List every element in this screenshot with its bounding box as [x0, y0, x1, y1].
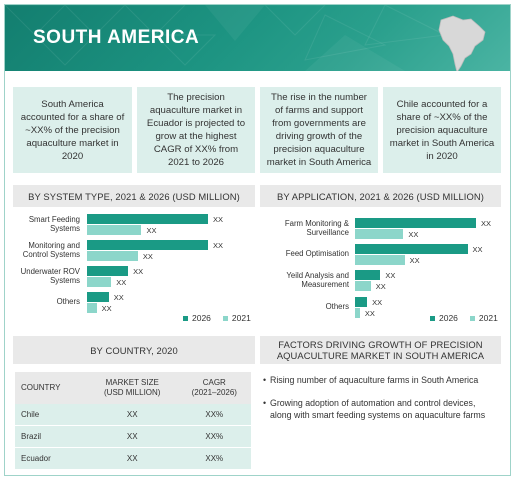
country-name: Ecuador [15, 447, 87, 470]
col-header-market-size-line1: MARKET SIZE [105, 378, 159, 387]
banner-pattern [5, 5, 447, 71]
system-type-chart-title: BY SYSTEM TYPE, 2021 & 2026 (USD MILLION… [13, 185, 255, 207]
bar-2026 [355, 244, 468, 254]
col-header-cagr: CAGR (2021–2026) [177, 372, 251, 404]
country-table: COUNTRY MARKET SIZE (USD MILLION) CAGR (20… [15, 372, 251, 470]
factors-section-title: FACTORS DRIVING GROWTH OF PRECISION AQUAC… [260, 336, 501, 364]
bar-value-label: XX [385, 271, 396, 280]
col-header-country-text: COUNTRY [21, 383, 61, 392]
col-header-market-size-line2: (USD MILLION) [104, 388, 161, 397]
factor-item: • Growing adoption of automation and cont… [263, 397, 498, 421]
bar-value-label: XX [101, 304, 112, 313]
bar-value-label: XX [146, 226, 157, 235]
bar-value-label: XX [213, 215, 224, 224]
bar-2026 [87, 214, 208, 224]
summary-cagr: The precision aquaculture market in Ecua… [137, 87, 255, 173]
bar-2021 [355, 229, 404, 239]
legend-label-2026: 2026 [192, 313, 211, 323]
bar-2021 [87, 303, 97, 313]
category-label: Yeild Analysis and Measurement [286, 271, 349, 289]
bar-value-label: XX [113, 293, 124, 302]
country-name: Brazil [15, 425, 87, 448]
bar-2026 [355, 218, 476, 228]
legend-label-2026: 2026 [439, 313, 458, 323]
bar-2021 [87, 251, 138, 261]
col-header-country: COUNTRY [15, 372, 87, 404]
bar-value-label: XX [142, 252, 153, 261]
bar-value-label: XX [472, 245, 483, 254]
bar-2021 [355, 281, 371, 291]
bar-value-label: XX [116, 278, 127, 287]
legend-swatch-2021 [222, 315, 228, 321]
legend-swatch-2026 [183, 315, 188, 321]
bar-value-label: XX [408, 230, 419, 239]
summary-share: South America accounted for a share of ~… [13, 87, 132, 173]
legend-swatch-2026 [430, 315, 435, 321]
category-label: Others [56, 297, 80, 306]
factor-text: Growing adoption of automation and contr… [270, 398, 486, 420]
market-size-value: XX [86, 404, 178, 426]
category-label: Feed Optimisation [285, 249, 349, 258]
bar-value-label: XX [481, 219, 492, 228]
cagr-value: XX% [177, 425, 251, 448]
market-size-value: XX [86, 425, 178, 448]
bar-2021 [355, 308, 360, 318]
bar-2026 [87, 292, 109, 302]
bar-value-label: XX [375, 282, 386, 291]
bar-value-label: XX [133, 267, 144, 276]
application-legend: 2026 2021 [430, 313, 498, 323]
bullet-icon: • [263, 375, 267, 385]
category-label: Monitoring and Control Systems [22, 241, 80, 259]
country-section-title: BY COUNTRY, 2020 [13, 336, 255, 364]
country-table-header: COUNTRY MARKET SIZE (USD MILLION) CAGR (20… [15, 372, 251, 404]
bar-value-label: XX [409, 256, 420, 265]
bar-2021 [87, 277, 112, 287]
category-label: Farm Monitoring & Surveillance [284, 219, 349, 237]
market-size-value: XX [86, 447, 178, 470]
bar-value-label: XX [213, 241, 224, 250]
bar-2026 [87, 266, 129, 276]
country-name: Chile [15, 404, 87, 426]
application-chart-title: BY APPLICATION, 2021 & 2026 (USD MILLION… [260, 185, 501, 207]
col-header-market-size: MARKET SIZE (USD MILLION) [86, 372, 178, 404]
summary-drivers: The rise in the number of farms and supp… [260, 87, 378, 173]
infographic-frame [4, 4, 511, 476]
factors-title-line1: FACTORS DRIVING GROWTH OF PRECISION [278, 339, 483, 350]
category-label: Underwater ROV Systems [20, 267, 80, 285]
summary-chile: Chile accounted for a share of ~XX% of t… [383, 87, 501, 173]
south-america-map-icon [438, 15, 486, 71]
category-label: Others [325, 302, 349, 311]
bar-value-label: XX [364, 309, 375, 318]
table-row: Chile XX XX% [15, 404, 251, 426]
bar-2026 [355, 297, 368, 307]
title-banner: SOUTH AMERICA [5, 5, 510, 71]
bar-2026 [355, 270, 381, 280]
system-type-legend: 2026 2021 [183, 313, 251, 323]
legend-label-2021: 2021 [478, 313, 498, 323]
legend-swatch-2021 [469, 315, 475, 321]
col-header-cagr-line2: (2021–2026) [191, 388, 237, 397]
category-label: Smart Feeding Systems [28, 215, 80, 233]
factor-text: Rising number of aquaculture farms in So… [270, 375, 479, 385]
legend-label-2021: 2021 [231, 313, 251, 323]
table-row: Ecuador XX XX% [15, 447, 251, 470]
bar-2026 [87, 240, 208, 250]
bar-value-label: XX [372, 298, 383, 307]
bar-2021 [355, 255, 405, 265]
bullet-icon: • [263, 398, 267, 408]
bar-2021 [87, 225, 142, 235]
factor-item: • Rising number of aquaculture farms in S… [263, 374, 498, 386]
table-row: Brazil XX XX% [15, 425, 251, 448]
cagr-value: XX% [177, 447, 251, 470]
col-header-cagr-line1: CAGR [202, 378, 226, 387]
cagr-value: XX% [177, 404, 251, 426]
page-title: SOUTH AMERICA [33, 27, 200, 48]
factors-title-line2: AQUACULTURE MARKET IN SOUTH AMERICA [276, 350, 485, 361]
